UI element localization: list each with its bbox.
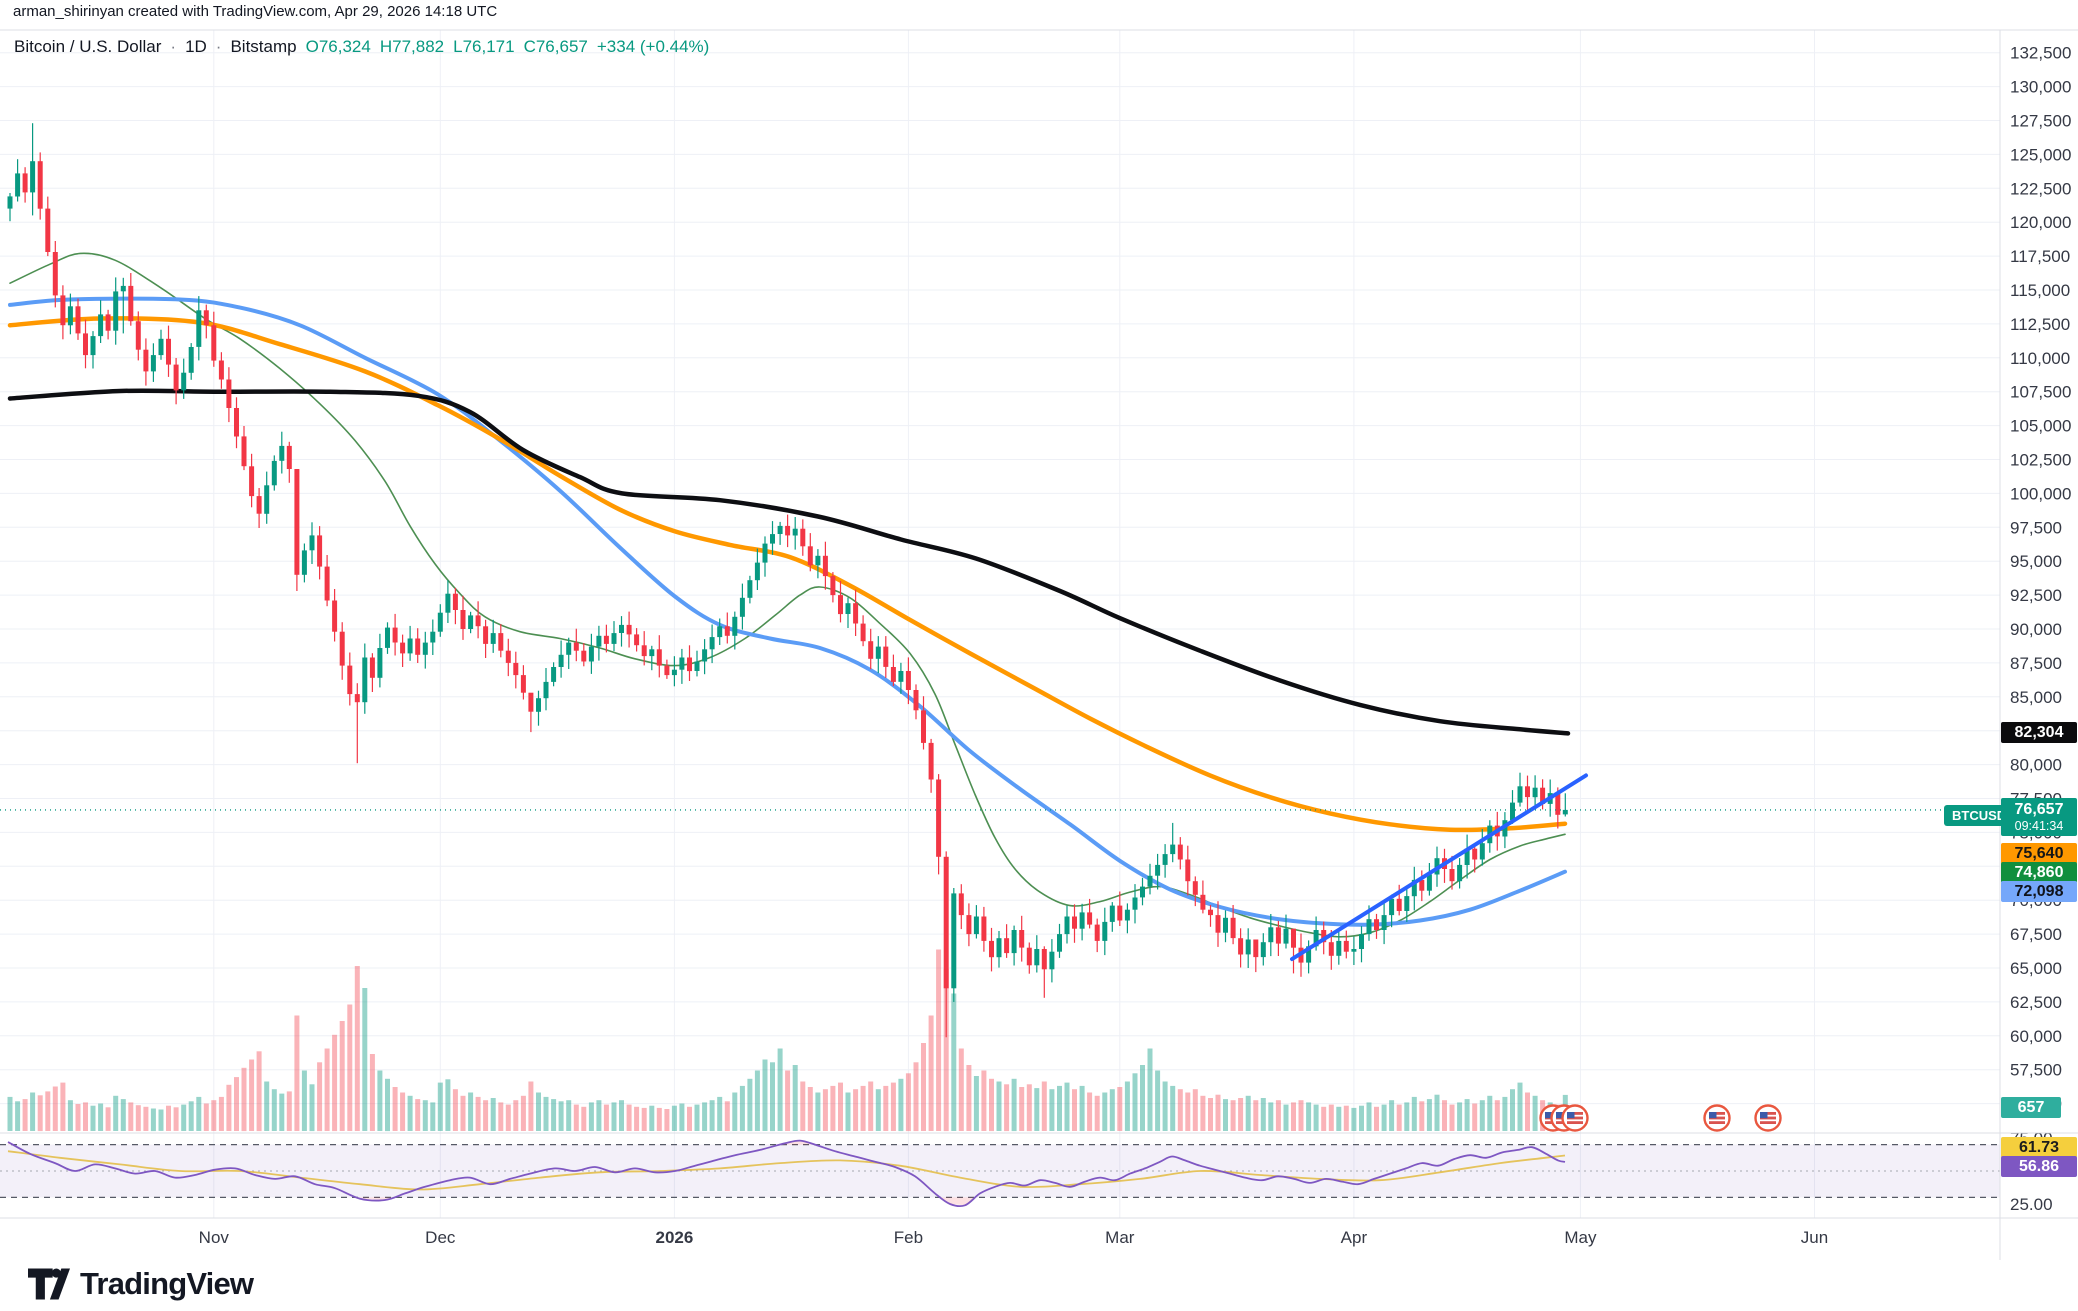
svg-text:Mar: Mar: [1105, 1228, 1135, 1247]
attribution-text: arman_shirinyan created with TradingView…: [13, 3, 498, 20]
ohlc-low: L76,171: [453, 37, 515, 56]
svg-text:112,500: 112,500: [2010, 315, 2070, 334]
svg-text:2026: 2026: [655, 1228, 693, 1247]
ma-black-price-tag: 82,304: [2001, 722, 2077, 743]
svg-text:Nov: Nov: [199, 1228, 230, 1247]
separator-dot: ·: [215, 37, 222, 56]
symbol-name[interactable]: Bitcoin / U.S. Dollar: [14, 37, 162, 56]
symbol-legend: Bitcoin / U.S. Dollar · 1D · Bitstamp O7…: [14, 37, 709, 57]
svg-text:May: May: [1564, 1228, 1597, 1247]
interval-label[interactable]: 1D: [185, 37, 207, 56]
svg-text:117,500: 117,500: [2010, 247, 2070, 266]
svg-text:100,000: 100,000: [2010, 484, 2071, 503]
svg-text:107,500: 107,500: [2010, 383, 2071, 402]
svg-text:102,500: 102,500: [2010, 451, 2071, 470]
ohlc-high: H77,882: [379, 37, 445, 56]
svg-text:120,000: 120,000: [2010, 213, 2071, 232]
ma-green-price-tag: 74,860: [2001, 862, 2077, 883]
svg-text:25.00: 25.00: [2010, 1195, 2053, 1214]
exchange-label[interactable]: Bitstamp: [230, 37, 297, 56]
symbol-marker-label: BTCUSD: [1944, 805, 2015, 826]
volume-tag: 657: [2001, 1097, 2061, 1118]
last-price-tag: 76,657 09:41:34: [2001, 798, 2077, 836]
us-flag-event-icon: [1561, 1104, 1589, 1132]
rsi-ma-tag: 61.73: [2001, 1137, 2077, 1158]
tradingview-logo-text: TradingView: [80, 1266, 254, 1301]
ohlc-close: C76,657: [523, 37, 588, 56]
time-scale[interactable]: [0, 1218, 2000, 1260]
svg-text:Feb: Feb: [894, 1228, 923, 1247]
svg-text:95,000: 95,000: [2010, 552, 2062, 571]
price-scale[interactable]: [2000, 30, 2078, 1218]
tradingview-logo-icon: [28, 1268, 70, 1300]
svg-text:65,000: 65,000: [2010, 959, 2062, 978]
separator-dot: ·: [170, 37, 177, 56]
tradingview-logo[interactable]: TradingView: [28, 1266, 254, 1302]
ohlc-open: O76,324: [305, 37, 371, 56]
svg-text:Jun: Jun: [1801, 1228, 1828, 1247]
svg-text:110,000: 110,000: [2010, 349, 2070, 368]
us-flag-event-icon: [1754, 1104, 1782, 1132]
last-price-value: 76,657: [2014, 801, 2064, 818]
svg-text:105,000: 105,000: [2010, 417, 2071, 436]
svg-text:132,500: 132,500: [2010, 44, 2071, 63]
svg-text:67,500: 67,500: [2010, 925, 2062, 944]
svg-text:85,000: 85,000: [2010, 688, 2062, 707]
svg-text:97,500: 97,500: [2010, 518, 2062, 537]
svg-text:57,500: 57,500: [2010, 1061, 2062, 1080]
svg-text:60,000: 60,000: [2010, 1027, 2062, 1046]
svg-text:87,500: 87,500: [2010, 654, 2062, 673]
svg-text:92,500: 92,500: [2010, 586, 2062, 605]
us-flag-event-icon: [1703, 1104, 1731, 1132]
ohlc-change: +334 (+0.44%): [596, 37, 710, 56]
svg-text:Dec: Dec: [425, 1228, 456, 1247]
ma-orange-price-tag: 75,640: [2001, 843, 2077, 864]
svg-text:90,000: 90,000: [2010, 620, 2062, 639]
svg-text:125,000: 125,000: [2010, 145, 2071, 164]
svg-text:62,500: 62,500: [2010, 993, 2062, 1012]
svg-text:115,000: 115,000: [2010, 281, 2070, 300]
svg-text:80,000: 80,000: [2010, 756, 2062, 775]
ma-blue-price-tag: 72,098: [2001, 881, 2077, 902]
svg-text:Apr: Apr: [1341, 1228, 1368, 1247]
svg-text:127,500: 127,500: [2010, 112, 2071, 131]
rsi-value-tag: 56.86: [2001, 1156, 2077, 1177]
svg-text:122,500: 122,500: [2010, 179, 2071, 198]
bar-countdown: 09:41:34: [2014, 819, 2064, 833]
svg-text:130,000: 130,000: [2010, 78, 2071, 97]
